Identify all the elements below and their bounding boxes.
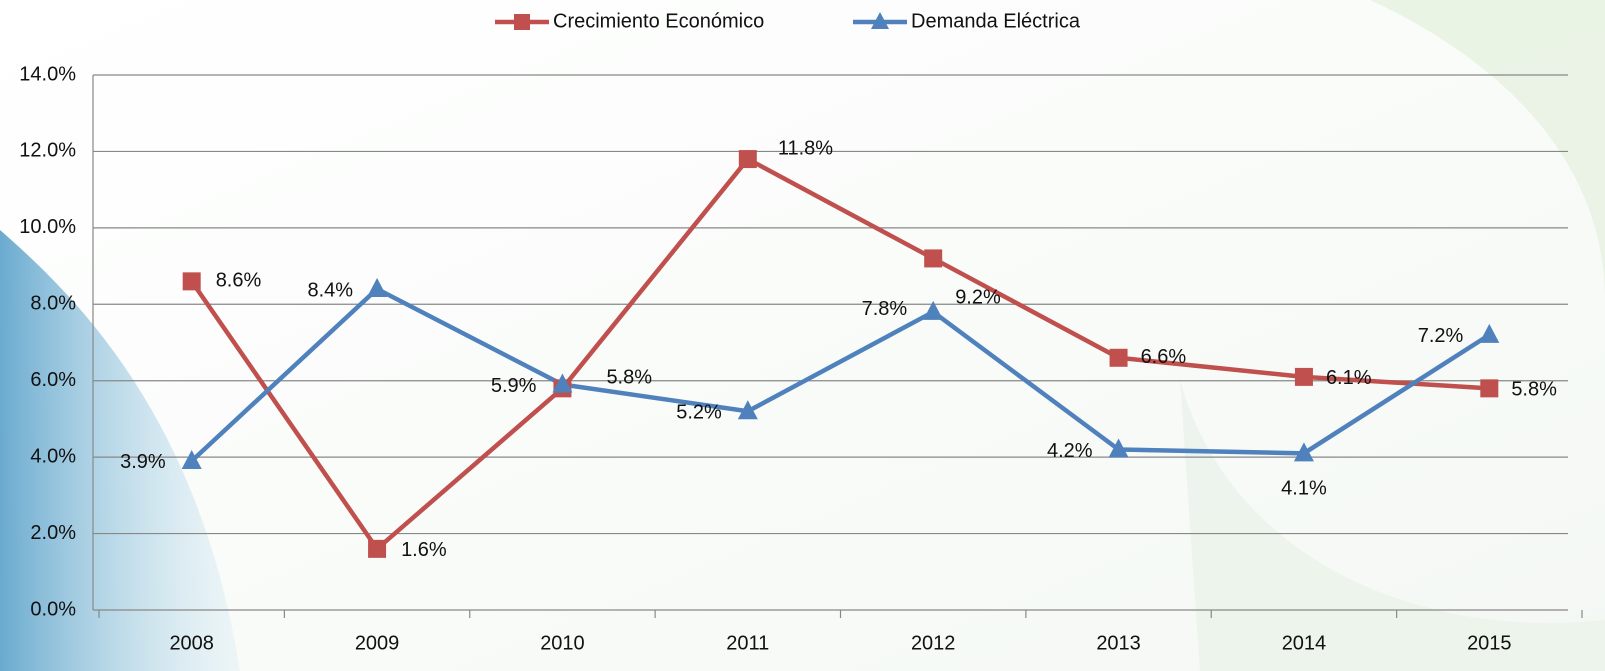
- data-label: 3.9%: [120, 451, 166, 473]
- y-tick-label: 4.0%: [30, 445, 76, 467]
- marker: [1479, 323, 1500, 343]
- y-tick-label: 12.0%: [19, 140, 76, 162]
- x-tick-label: 2009: [355, 632, 400, 654]
- background-decoration: [0, 230, 240, 671]
- marker: [368, 539, 387, 558]
- marker: [1480, 379, 1499, 398]
- marker: [182, 272, 201, 291]
- data-label: 4.1%: [1281, 478, 1327, 500]
- marker: [367, 278, 388, 297]
- data-label: 5.8%: [1511, 379, 1557, 401]
- y-tick-label: 8.0%: [30, 293, 76, 315]
- marker: [737, 400, 758, 420]
- legend-label: Crecimiento Económico: [553, 10, 764, 32]
- data-label: 8.6%: [216, 270, 262, 292]
- data-label: 1.6%: [401, 539, 447, 561]
- x-tick-label: 2012: [911, 632, 956, 654]
- y-tick-label: 2.0%: [30, 522, 76, 544]
- marker: [923, 300, 944, 320]
- marker: [181, 449, 202, 469]
- marker: [1109, 348, 1128, 367]
- legend-marker: [514, 14, 530, 30]
- data-label: 4.2%: [1047, 440, 1093, 462]
- marker: [552, 373, 573, 393]
- x-tick-label: 2013: [1096, 632, 1141, 654]
- data-label: 8.4%: [307, 279, 353, 301]
- data-label: 7.2%: [1418, 325, 1464, 347]
- series-line: [189, 156, 1490, 552]
- x-tick-label: 2015: [1467, 632, 1512, 654]
- marker: [1293, 442, 1314, 462]
- marker: [1294, 367, 1313, 386]
- x-tick-label: 2010: [540, 632, 585, 654]
- y-tick-label: 6.0%: [30, 369, 76, 391]
- data-label: 5.2%: [676, 402, 722, 424]
- data-label: 6.1%: [1326, 367, 1372, 389]
- data-label: 6.6%: [1141, 346, 1187, 368]
- data-label: 11.8%: [778, 137, 833, 159]
- series-line: [190, 286, 1491, 463]
- marker: [1108, 438, 1129, 458]
- legend-label: Demanda Eléctrica: [911, 10, 1081, 32]
- y-tick-label: 14.0%: [19, 63, 76, 85]
- x-tick-label: 2011: [726, 632, 769, 654]
- data-label: 5.8%: [606, 367, 652, 389]
- x-tick-label: 2014: [1282, 632, 1327, 654]
- y-tick-label: 10.0%: [19, 216, 76, 238]
- background-decoration: [1180, 380, 1605, 671]
- data-label: 5.9%: [491, 375, 537, 397]
- data-label: 7.8%: [862, 298, 908, 320]
- x-tick-label: 2008: [169, 632, 214, 654]
- y-tick-label: 0.0%: [30, 598, 76, 620]
- legend-marker: [871, 12, 889, 29]
- marker: [738, 150, 757, 169]
- marker: [924, 249, 943, 268]
- data-label: 9.2%: [955, 287, 1001, 309]
